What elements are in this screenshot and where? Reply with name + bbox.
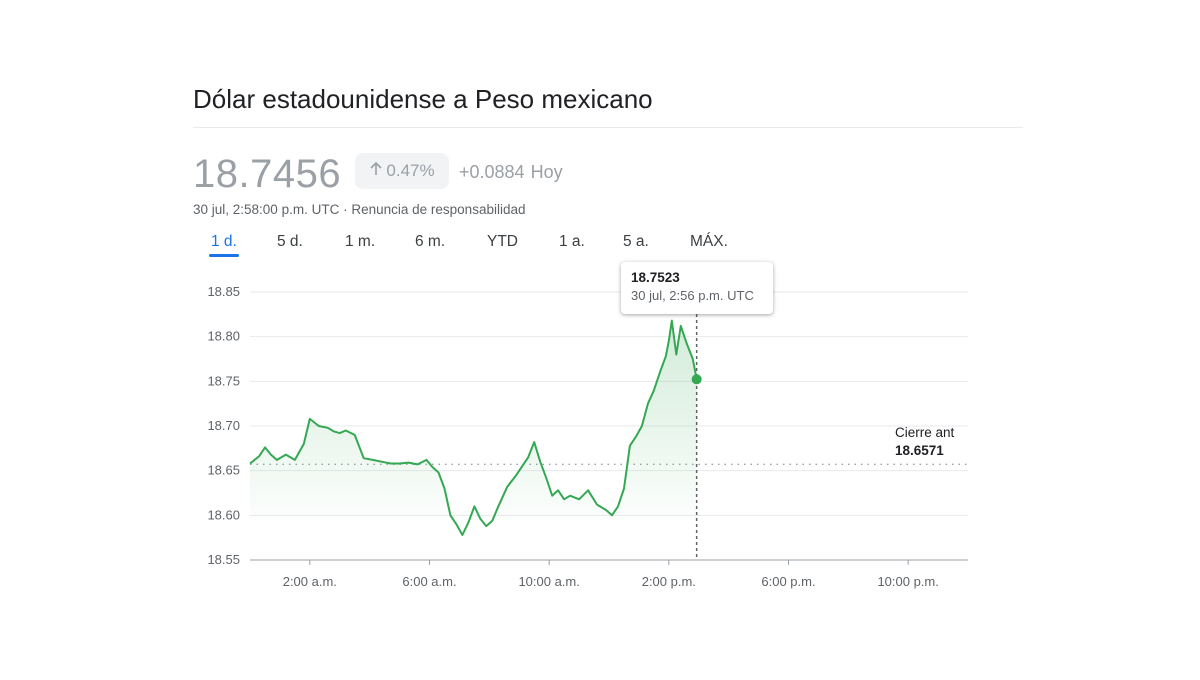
range-tabs: 1 d. 5 d. 1 m. 6 m. YTD 1 a. 5 a. MÁX.: [193, 233, 793, 263]
previous-close-label: Cierre ant: [895, 425, 955, 440]
tab-1-month[interactable]: 1 m.: [345, 233, 376, 250]
y-tick-label: 18.75: [207, 373, 240, 388]
percent-change-value: 0.47%: [386, 161, 435, 180]
hover-tooltip: 18.7523 30 jul, 2:56 p.m. UTC: [621, 262, 773, 314]
series-line: [249, 319, 698, 536]
title-divider: [193, 127, 1023, 128]
tab-5-years[interactable]: 5 a.: [623, 233, 649, 250]
arrow-up-icon: [369, 161, 383, 181]
hover-point: [691, 374, 702, 385]
previous-close-value: 18.6571: [895, 443, 944, 458]
x-tick-label: 10:00 a.m.: [518, 574, 579, 589]
tab-ytd[interactable]: YTD: [487, 233, 518, 250]
x-tick-label: 6:00 a.m.: [402, 574, 456, 589]
x-tick-label: 10:00 p.m.: [877, 574, 938, 589]
disclaimer-link[interactable]: Renuncia de responsabilidad: [351, 202, 526, 217]
tab-5-days[interactable]: 5 d.: [277, 233, 303, 250]
percent-change-badge: 0.47%: [355, 153, 449, 189]
tab-1-day[interactable]: 1 d.: [209, 233, 239, 257]
x-tick-label: 6:00 p.m.: [761, 574, 815, 589]
meta-separator: ·: [343, 202, 348, 217]
x-tick-label: 2:00 a.m.: [283, 574, 337, 589]
y-tick-label: 18.65: [207, 463, 240, 478]
period-label: Hoy: [530, 162, 563, 182]
previous-close: Cierre ant 18.6571: [895, 424, 954, 460]
y-tick-label: 18.80: [207, 329, 240, 344]
current-price: 18.7456: [193, 152, 342, 196]
tooltip-time: 30 jul, 2:56 p.m. UTC: [631, 288, 754, 303]
tab-6-months[interactable]: 6 m.: [415, 233, 446, 250]
y-tick-label: 18.60: [207, 507, 240, 522]
x-tick-label: 2:00 p.m.: [642, 574, 696, 589]
absolute-change: +0.0884 Hoy: [459, 162, 563, 183]
absolute-change-value: +0.0884: [459, 162, 525, 182]
quote-timestamp: 30 jul, 2:58:00 p.m. UTC: [193, 202, 340, 217]
tab-max[interactable]: MÁX.: [690, 233, 728, 250]
quote-meta: 30 jul, 2:58:00 p.m. UTC · Renuncia de r…: [193, 202, 525, 217]
tab-1-year[interactable]: 1 a.: [559, 233, 585, 250]
price-chart[interactable]: 18.85 18.80 18.75 18.70 18.65 18.60 18.55 2:00 …: [193, 70, 1023, 610]
tooltip-value: 18.7523: [631, 270, 680, 285]
y-tick-label: 18.85: [207, 284, 240, 299]
y-tick-label: 18.55: [207, 552, 240, 567]
currency-card: Dólar estadounidense a Peso mexicano 18.…: [193, 70, 1023, 610]
series-area: [250, 320, 697, 535]
y-tick-label: 18.70: [207, 418, 240, 433]
page-title: Dólar estadounidense a Peso mexicano: [193, 84, 653, 114]
